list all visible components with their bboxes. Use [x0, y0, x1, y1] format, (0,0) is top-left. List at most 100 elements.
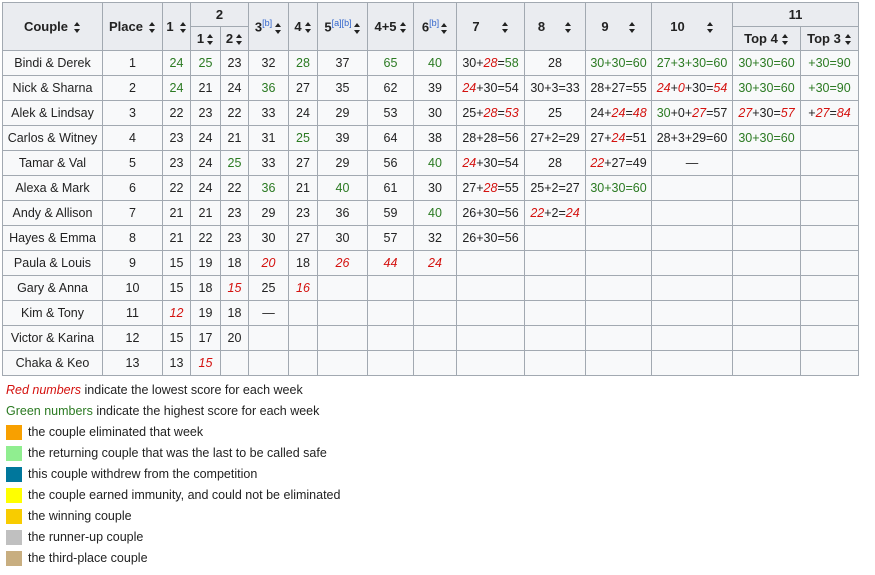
score-part: +30= — [752, 106, 781, 120]
couple-name: Hayes & Emma — [2, 225, 103, 251]
empty-cell — [456, 250, 525, 276]
header-couple-label: Couple — [23, 19, 69, 34]
score-cell: 18 — [220, 300, 249, 326]
score-value: 24 — [428, 256, 442, 270]
score-cell: 30 — [413, 175, 457, 201]
score-part: 84 — [836, 106, 851, 120]
score-part: 27 — [815, 106, 830, 120]
note-link[interactable]: [b] — [262, 18, 273, 29]
score-cell: 40 — [413, 150, 457, 176]
score-part: 30+30=60 — [738, 131, 795, 145]
sort-icon[interactable] — [565, 22, 572, 34]
empty-cell — [800, 325, 859, 351]
score-value: 24 — [296, 106, 310, 120]
sort-icon[interactable] — [304, 22, 312, 34]
empty-cell — [524, 325, 586, 351]
legend-text: the runner-up couple — [28, 530, 144, 544]
table-row: Kim & Tony 11 12 19 18 — — [2, 300, 859, 326]
sort-icon[interactable] — [844, 34, 852, 46]
empty-cell — [288, 300, 318, 326]
sort-icon[interactable] — [74, 22, 81, 34]
sort-icon[interactable] — [628, 22, 636, 34]
header-week-1[interactable]: 1 — [162, 2, 191, 51]
score-cell: 25 — [524, 100, 586, 126]
place-cell: 7 — [102, 200, 163, 226]
score-part: +30= — [684, 81, 714, 95]
score-cell: 32 — [413, 225, 457, 251]
table-row: Hayes & Emma 8 21 22 23 30 27 30 57 32 26+30=56 — [2, 225, 859, 251]
score-part: 24 — [565, 206, 580, 220]
score-cell: 21 — [288, 175, 318, 201]
score-value: 15 — [169, 256, 184, 270]
score-value: 35 — [335, 81, 350, 95]
score-value: 33 — [261, 106, 276, 120]
sort-icon[interactable] — [148, 22, 156, 34]
couple-name: Victor & Karina — [2, 325, 103, 351]
sort-icon[interactable] — [501, 22, 509, 34]
sort-icon[interactable] — [353, 22, 361, 34]
score-cell: 29 — [317, 150, 368, 176]
score-cell: 23 — [288, 200, 318, 226]
score-part: 24 — [656, 81, 671, 95]
sort-icon[interactable] — [781, 34, 789, 46]
empty-cell — [651, 200, 733, 226]
score-cell: 22 — [162, 100, 191, 126]
empty-cell — [732, 175, 801, 201]
sort-icon[interactable] — [236, 34, 243, 46]
sort-icon[interactable] — [441, 22, 448, 34]
header-top-4[interactable]: Top 4 — [732, 26, 801, 51]
empty-cell — [800, 200, 859, 226]
score-value: 37 — [335, 56, 350, 70]
header-week-3[interactable]: 3[b] — [248, 2, 289, 51]
header-week-9[interactable]: 9 — [585, 2, 652, 51]
score-value: 28 — [548, 156, 562, 170]
header-week-6[interactable]: 6[b] — [413, 2, 457, 51]
header-week-5[interactable]: 5[a][b] — [317, 2, 368, 51]
score-cell: 25 — [288, 125, 318, 151]
note-link[interactable]: [a][b] — [331, 18, 352, 29]
score-cell: 33 — [248, 150, 289, 176]
header-top-3[interactable]: Top 3 — [800, 26, 859, 51]
score-part: 30+3=33 — [530, 81, 580, 95]
score-cell: 24 — [190, 175, 221, 201]
sort-icon[interactable] — [399, 22, 407, 34]
header-week-7[interactable]: 7 — [456, 2, 525, 51]
header-week-8[interactable]: 8 — [524, 2, 586, 51]
score-cell: 53 — [367, 100, 414, 126]
table-row: Nick & Sharna 2 24 21 24 36 27 35 62 39 24+30=54 30… — [2, 75, 859, 101]
score-value: 20 — [227, 331, 242, 345]
empty-cell — [248, 350, 289, 376]
score-cell: 44 — [367, 250, 414, 276]
header-week-4[interactable]: 4 — [288, 2, 318, 51]
sort-icon[interactable] — [179, 22, 187, 34]
score-part: +30=90 — [808, 56, 851, 70]
score-cell: 35 — [317, 75, 368, 101]
note-link[interactable]: [b] — [429, 18, 440, 29]
score-cell: 16 — [288, 275, 318, 301]
sort-icon[interactable] — [275, 22, 282, 34]
table-row: Victor & Karina 12 15 17 20 — [2, 325, 859, 351]
header-week-4-5[interactable]: 4+5 — [367, 2, 414, 51]
score-cell: 29 — [248, 200, 289, 226]
header-couple[interactable]: Couple — [2, 2, 103, 51]
sort-icon[interactable] — [706, 22, 714, 34]
header-place[interactable]: Place — [102, 2, 163, 51]
score-value: 40 — [428, 56, 442, 70]
header-week-2-dance-1[interactable]: 1 — [190, 26, 221, 51]
table-row: Gary & Anna 10 15 18 15 25 16 — [2, 275, 859, 301]
empty-cell — [220, 350, 249, 376]
score-part: 48 — [632, 106, 647, 120]
score-cell: 27 — [288, 150, 318, 176]
header-week-10[interactable]: 10 — [651, 2, 733, 51]
header-week-2-dance-2[interactable]: 2 — [220, 26, 249, 51]
score-cell: 25 — [190, 50, 221, 76]
score-value: 59 — [383, 206, 398, 220]
empty-cell — [413, 275, 457, 301]
score-cell: 25 — [220, 150, 249, 176]
place-cell: 3 — [102, 100, 163, 126]
sort-icon[interactable] — [207, 34, 214, 46]
empty-cell — [732, 300, 801, 326]
score-cell: 38 — [413, 125, 457, 151]
legend-red-text: indicate the lowest score for each week — [81, 383, 303, 397]
score-cell: +27=84 — [800, 100, 859, 126]
